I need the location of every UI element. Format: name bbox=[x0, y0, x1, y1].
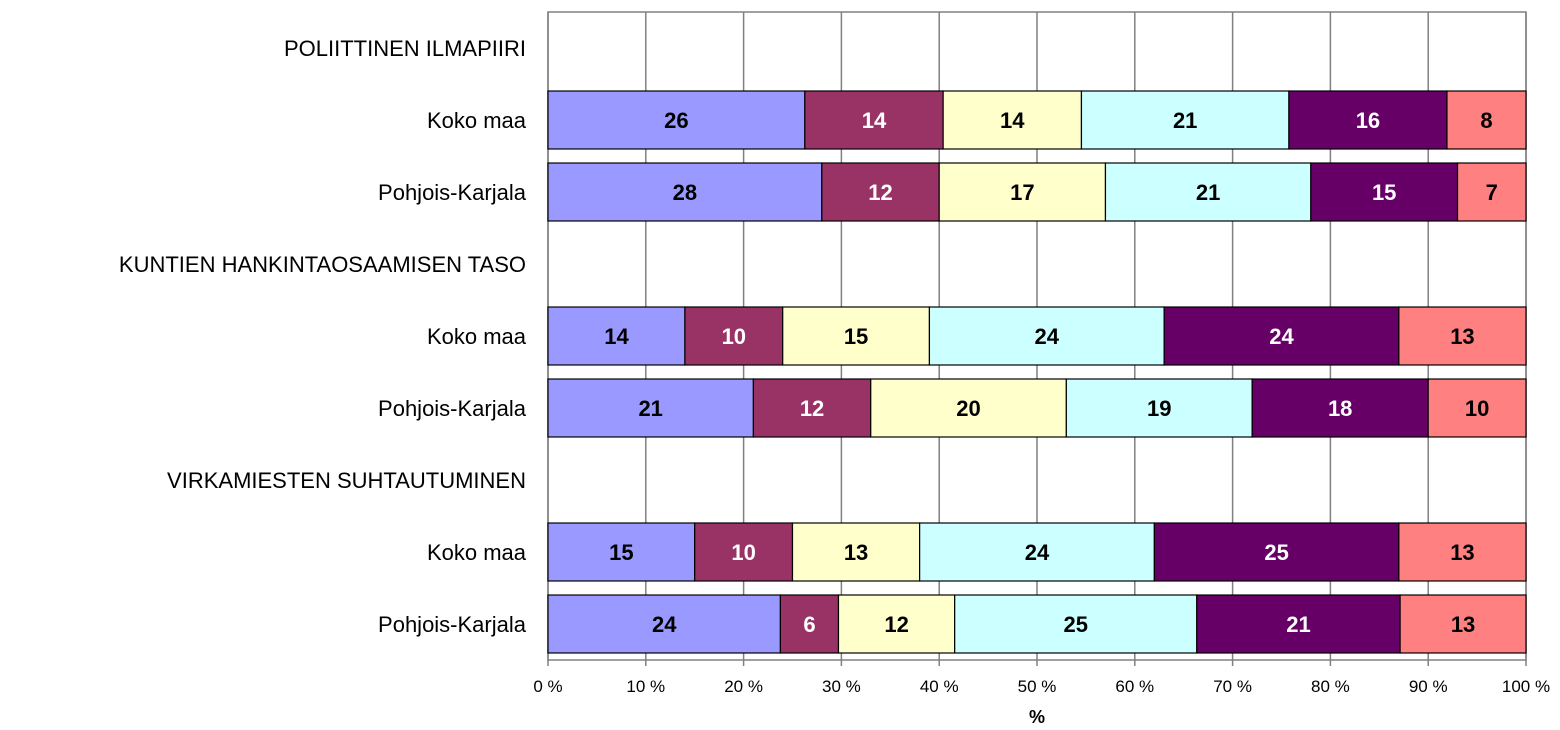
data-label: 13 bbox=[1450, 324, 1474, 349]
data-label: 18 bbox=[1328, 396, 1352, 421]
data-label: 25 bbox=[1063, 612, 1087, 637]
category-label: Koko maa bbox=[427, 324, 527, 349]
data-label: 19 bbox=[1147, 396, 1171, 421]
data-label: 24 bbox=[1025, 540, 1050, 565]
bars bbox=[547, 90, 1527, 654]
x-tick-label: 40 % bbox=[920, 677, 959, 696]
x-tick-labels: 0 % 10 % 20 % 30 % 40 % 50 % 60 % 70 % 80 % 90 % 1… bbox=[533, 677, 1550, 696]
category-label: Pohjois-Karjala bbox=[378, 612, 527, 637]
x-axis-title: % bbox=[1029, 707, 1045, 727]
category-label: KUNTIEN HANKINTAOSAAMISEN TASO bbox=[119, 252, 526, 277]
data-label: 21 bbox=[1196, 180, 1220, 205]
data-label: 13 bbox=[1451, 612, 1475, 637]
data-label: 6 bbox=[803, 612, 815, 637]
bar-segment bbox=[547, 594, 781, 654]
data-label: 12 bbox=[800, 396, 824, 421]
bar-segment bbox=[938, 162, 1107, 222]
data-label: 24 bbox=[652, 612, 677, 637]
data-label: 20 bbox=[956, 396, 980, 421]
bar-segment bbox=[1399, 594, 1527, 654]
x-tick-label: 90 % bbox=[1409, 677, 1448, 696]
data-label: 15 bbox=[1372, 180, 1396, 205]
bar-segment bbox=[547, 90, 806, 150]
x-tick-label: 50 % bbox=[1018, 677, 1057, 696]
data-label: 25 bbox=[1264, 540, 1288, 565]
bar-segment bbox=[752, 378, 872, 438]
value-labels: 26 14 14 21 16 8 28 12 17 21 15 7 14 10 15 24 24 13 21 12 20… bbox=[604, 108, 1498, 637]
bar-segment bbox=[684, 306, 784, 366]
bar-segment bbox=[942, 90, 1083, 150]
data-label: 16 bbox=[1356, 108, 1380, 133]
data-label: 13 bbox=[1450, 540, 1474, 565]
bar-segment bbox=[821, 162, 940, 222]
bar-segment bbox=[547, 378, 754, 438]
category-label: Pohjois-Karjala bbox=[378, 180, 527, 205]
category-label: Koko maa bbox=[427, 108, 527, 133]
bar-segment bbox=[1163, 306, 1400, 366]
data-label: 8 bbox=[1480, 108, 1492, 133]
bar-segment bbox=[1288, 90, 1448, 150]
x-tick-label: 70 % bbox=[1213, 677, 1252, 696]
bar-segment bbox=[694, 522, 794, 582]
category-label: POLIITTINEN ILMAPIIRI bbox=[284, 36, 526, 61]
data-label: 21 bbox=[1286, 612, 1310, 637]
data-label: 15 bbox=[609, 540, 633, 565]
bar-segment bbox=[791, 522, 921, 582]
data-label: 14 bbox=[1000, 108, 1025, 133]
x-tick-label: 30 % bbox=[822, 677, 861, 696]
bar-segment bbox=[1456, 162, 1527, 222]
bar-segment bbox=[954, 594, 1198, 654]
category-label: Pohjois-Karjala bbox=[378, 396, 527, 421]
data-label: 21 bbox=[1173, 108, 1197, 133]
bar-segment bbox=[804, 90, 944, 150]
data-label: 10 bbox=[731, 540, 755, 565]
bar-segment bbox=[779, 594, 840, 654]
bar-segment bbox=[919, 522, 1155, 582]
bar-segment bbox=[1427, 378, 1527, 438]
bar-segment bbox=[547, 306, 686, 366]
x-tick-label: 60 % bbox=[1115, 677, 1154, 696]
bar-segment bbox=[547, 522, 696, 582]
bar-segment bbox=[1153, 522, 1400, 582]
category-labels: POLIITTINEN ILMAPIIRI Koko maa Pohjois-Kar… bbox=[119, 36, 527, 637]
bar-segment bbox=[1446, 90, 1527, 150]
bar-segment bbox=[1251, 378, 1429, 438]
data-label: 12 bbox=[868, 180, 892, 205]
data-label: 14 bbox=[862, 108, 887, 133]
bar-segment bbox=[1065, 378, 1253, 438]
data-label: 21 bbox=[638, 396, 662, 421]
bar-segment bbox=[1398, 522, 1527, 582]
category-label: VIRKAMIESTEN SUHTAUTUMINEN bbox=[167, 468, 526, 493]
bar-segment bbox=[1080, 90, 1290, 150]
data-label: 13 bbox=[844, 540, 868, 565]
bar-segment bbox=[1104, 162, 1312, 222]
x-tick-label: 10 % bbox=[626, 677, 665, 696]
data-label: 26 bbox=[664, 108, 688, 133]
data-label: 12 bbox=[884, 612, 908, 637]
data-label: 14 bbox=[604, 324, 629, 349]
data-label: 15 bbox=[844, 324, 868, 349]
category-label: Koko maa bbox=[427, 540, 527, 565]
data-label: 17 bbox=[1010, 180, 1034, 205]
data-label: 28 bbox=[673, 180, 697, 205]
x-tick-label: 0 % bbox=[533, 677, 562, 696]
data-label: 10 bbox=[1465, 396, 1489, 421]
x-tick-label: 100 % bbox=[1502, 677, 1550, 696]
x-tick-label: 20 % bbox=[724, 677, 763, 696]
bar-segment bbox=[837, 594, 956, 654]
data-label: 24 bbox=[1035, 324, 1060, 349]
x-tick-label: 80 % bbox=[1311, 677, 1350, 696]
data-label: 7 bbox=[1486, 180, 1498, 205]
bar-segment bbox=[1398, 306, 1527, 366]
bar-segment bbox=[547, 162, 823, 222]
data-label: 24 bbox=[1269, 324, 1294, 349]
data-label: 10 bbox=[722, 324, 746, 349]
